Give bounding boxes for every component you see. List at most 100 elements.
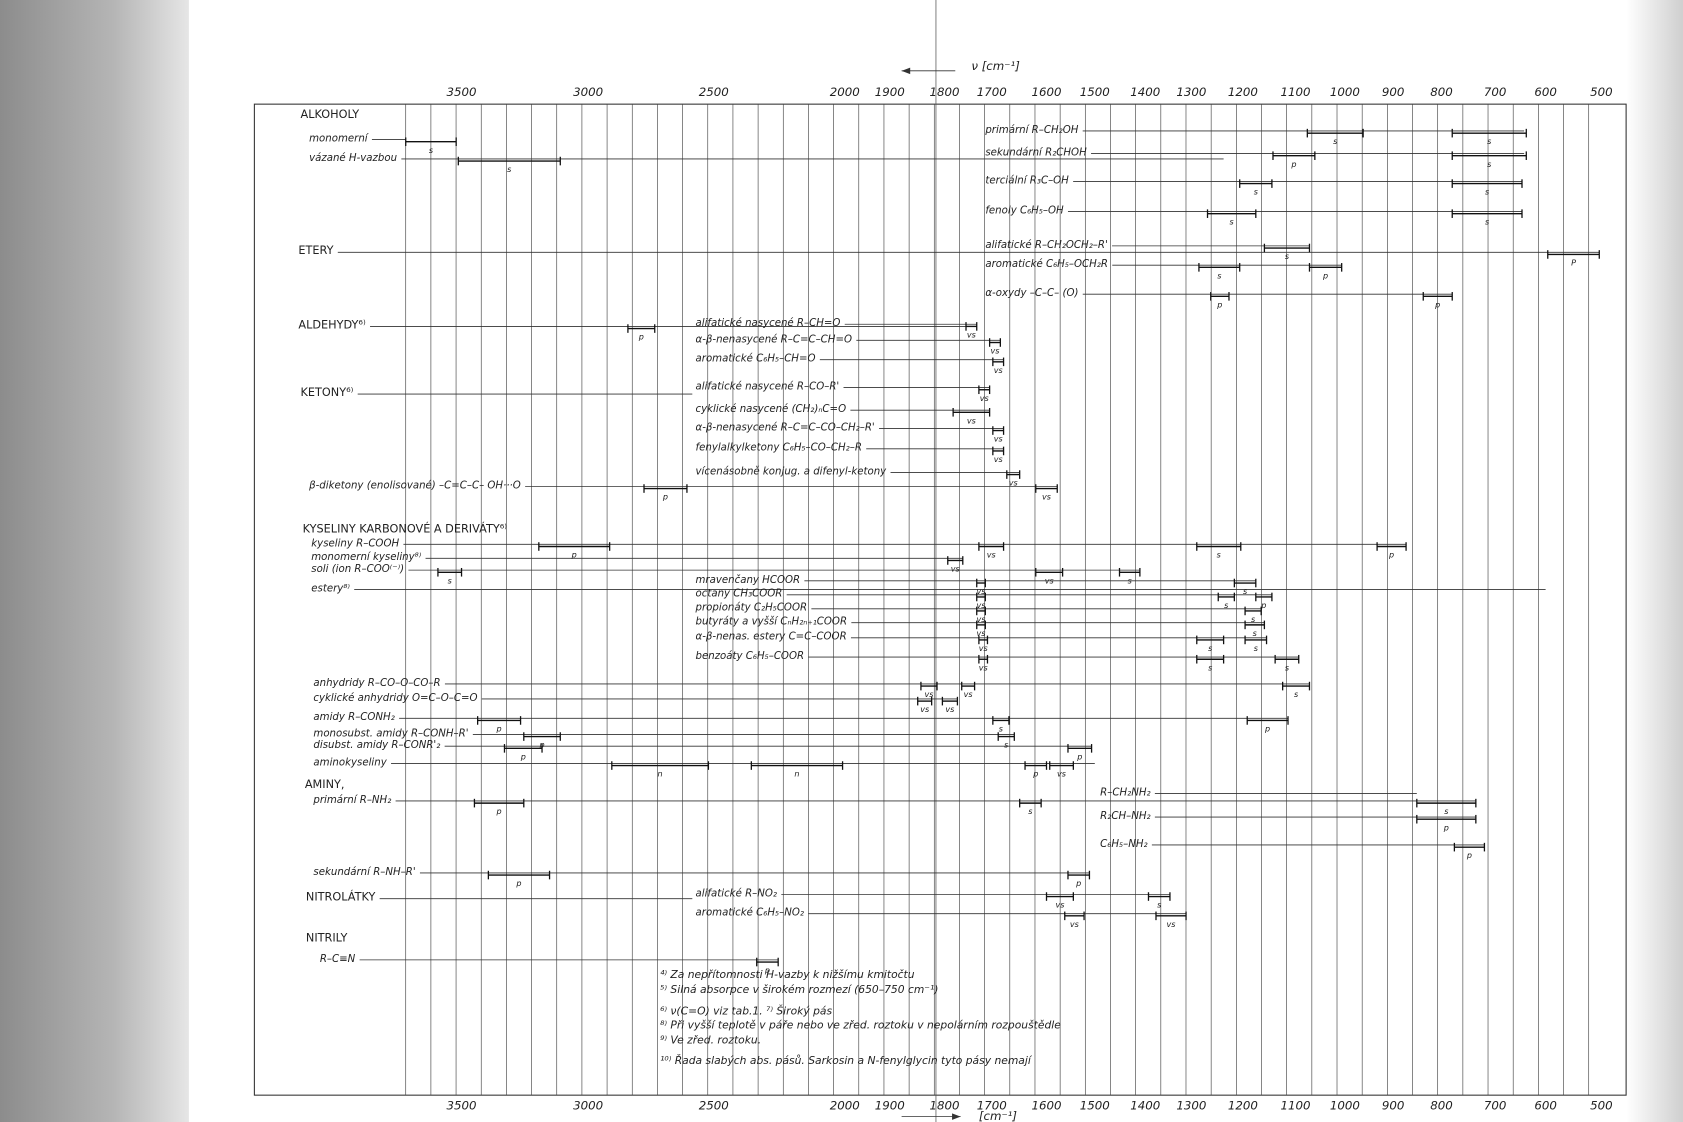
band-intensity: vs (977, 629, 987, 638)
row-label: R–C≡N (320, 954, 356, 965)
row-label: R₂CH–NH₂ (1100, 811, 1150, 822)
row-label: primární R–NH₂ (312, 794, 391, 806)
band-intensity: s (507, 165, 512, 174)
row-label: terciální R₃C–OH (985, 174, 1069, 186)
row-label: benzoáty C₆H₅–COOR (696, 650, 805, 662)
tick-label-bottom: 2500 (699, 1098, 729, 1112)
band-intensity: s (1285, 252, 1290, 261)
footnote: ⁴⁾ Za nepřítomnosti H-vazby k nižšímu km… (660, 968, 915, 981)
row-label: sekundární R–NH–R' (313, 866, 415, 878)
tick-label-top: 1600 (1031, 85, 1061, 99)
row-label: α-β-nenasycené R–C=C–CO–CH₂–R' (696, 421, 875, 433)
band-intensity: s (999, 725, 1004, 734)
tick-label-top: 500 (1590, 85, 1613, 99)
row-label: estery⁸⁾ (311, 583, 350, 594)
band-intensity: vs (987, 551, 997, 560)
group-label: KYSELINY KARBONOVÉ A DERIVÁTY⁶⁾ (303, 522, 508, 535)
band-intensity: s (1294, 690, 1299, 699)
band-intensity: p (764, 966, 770, 975)
tick-label-top: 1900 (875, 85, 905, 99)
band-intensity: vs (994, 435, 1004, 444)
band-intensity: vs (991, 347, 1001, 356)
row-label: α-β-nenas. estery C=C–COOR (696, 632, 847, 643)
band-intensity: s (1487, 160, 1492, 169)
band-intensity: p (571, 551, 577, 560)
content: 3500 3500 3000 3000 2500 2500 2000 2000 1900 1900… (298, 85, 1612, 1113)
band-intensity: vs (964, 690, 974, 699)
band-intensity: p (1434, 300, 1440, 309)
right-margin (1626, 0, 1683, 1122)
tick-label-bottom: 2000 (830, 1098, 860, 1112)
band-intensity: s (1217, 551, 1222, 560)
band-intensity: p (638, 333, 644, 342)
band-intensity: vs (1070, 920, 1080, 929)
row-label: aromatické C₆H₅–NO₂ (696, 907, 804, 919)
band-intensity: vs (924, 690, 934, 699)
band-intensity: vs (945, 705, 955, 714)
row-label: vícenásobně konjug. a difenyl-ketony (696, 465, 888, 477)
tick-label-bottom: 1600 (1031, 1098, 1061, 1112)
tick-label-bottom: 700 (1484, 1098, 1507, 1112)
band-intensity: s (1028, 807, 1033, 816)
row-label: butyráty a vyšší CₙH₂ₙ₊₁COOR (696, 616, 848, 628)
footnote: ¹⁰⁾ Řada slabých abs. pásů. Sarkosin a N… (660, 1054, 1033, 1067)
tick-label-bottom: 1500 (1080, 1098, 1110, 1112)
row-label: primární R–CH₂OH (984, 124, 1078, 136)
band-intensity: p (1388, 551, 1394, 560)
row-label: monomerní kyseliny⁸⁾ (311, 551, 421, 563)
footnote: ⁸⁾ Při vyšší teplotě v páře nebo ve zřed… (660, 1018, 1061, 1031)
group-label: ETERY (298, 244, 333, 257)
tick-label-bottom: 500 (1590, 1098, 1613, 1112)
row-label: aromatické C₆H₅–OCH₂R (985, 258, 1108, 270)
row-label: alifatické R–NO₂ (696, 887, 777, 899)
band-intensity: s (1230, 218, 1235, 227)
band-intensity: vs (1009, 479, 1019, 488)
tick-label-bottom: 3000 (573, 1098, 603, 1112)
tick-label-bottom: 600 (1534, 1098, 1557, 1112)
band-intensity: p (520, 752, 526, 761)
band-intensity: s (1217, 271, 1222, 280)
tick-label-bottom: 1100 (1281, 1098, 1311, 1112)
tick-label-top: 600 (1534, 85, 1557, 99)
band-intensity: p (1032, 770, 1038, 779)
band-intensity: s (1251, 615, 1256, 624)
band-intensity: n (794, 770, 799, 779)
band-intensity: p (662, 493, 668, 502)
tick-label-bottom: 1200 (1228, 1098, 1258, 1112)
tick-label-top: 1000 (1330, 85, 1360, 99)
band-intensity: s (1333, 137, 1338, 146)
band-intensity: p (1322, 271, 1328, 280)
band-intensity: p (1466, 851, 1472, 860)
row-label: monosubst. amidy R–CONH–R' (313, 728, 468, 739)
band-intensity: n (658, 770, 663, 779)
tick-label-bottom: 900 (1382, 1098, 1405, 1112)
row-label: aminokyseliny (313, 757, 387, 768)
row-label: monomerní (309, 133, 370, 145)
band-intensity: s (1254, 644, 1259, 653)
tick-label-top: 1700 (977, 85, 1007, 99)
group-label: NITRILY (306, 931, 348, 944)
band-intensity: s (1253, 629, 1258, 638)
band-intensity: p (515, 879, 521, 888)
band-intensity: p (1075, 879, 1081, 888)
group-label: NITROLÁTKY (306, 891, 376, 904)
tick-label-bottom: 1000 (1330, 1098, 1360, 1112)
tick-label-bottom: 1400 (1130, 1098, 1160, 1112)
tick-label-top: 1200 (1228, 85, 1258, 99)
band-intensity: vs (1057, 770, 1067, 779)
band-intensity: vs (1042, 493, 1052, 502)
tick-label-bottom: 3500 (447, 1098, 477, 1112)
tick-label-top: 2000 (830, 85, 860, 99)
frame (253, 103, 1627, 1096)
band-intensity: p (1260, 601, 1266, 610)
row-label: aromatické C₆H₅–CH=O (696, 353, 816, 365)
row-label: fenoly C₆H₅–OH (985, 205, 1064, 216)
tick-label-top: 1300 (1176, 85, 1206, 99)
band-intensity: s (1444, 807, 1449, 816)
band-intensity: p (1216, 300, 1222, 309)
row-label: kyseliny R–COOH (311, 538, 399, 549)
left-margin (0, 0, 189, 1122)
row-label: vázané H-vazbou (309, 152, 397, 164)
row-label: soli (ion R–COO⁽⁻⁾) (311, 564, 404, 575)
